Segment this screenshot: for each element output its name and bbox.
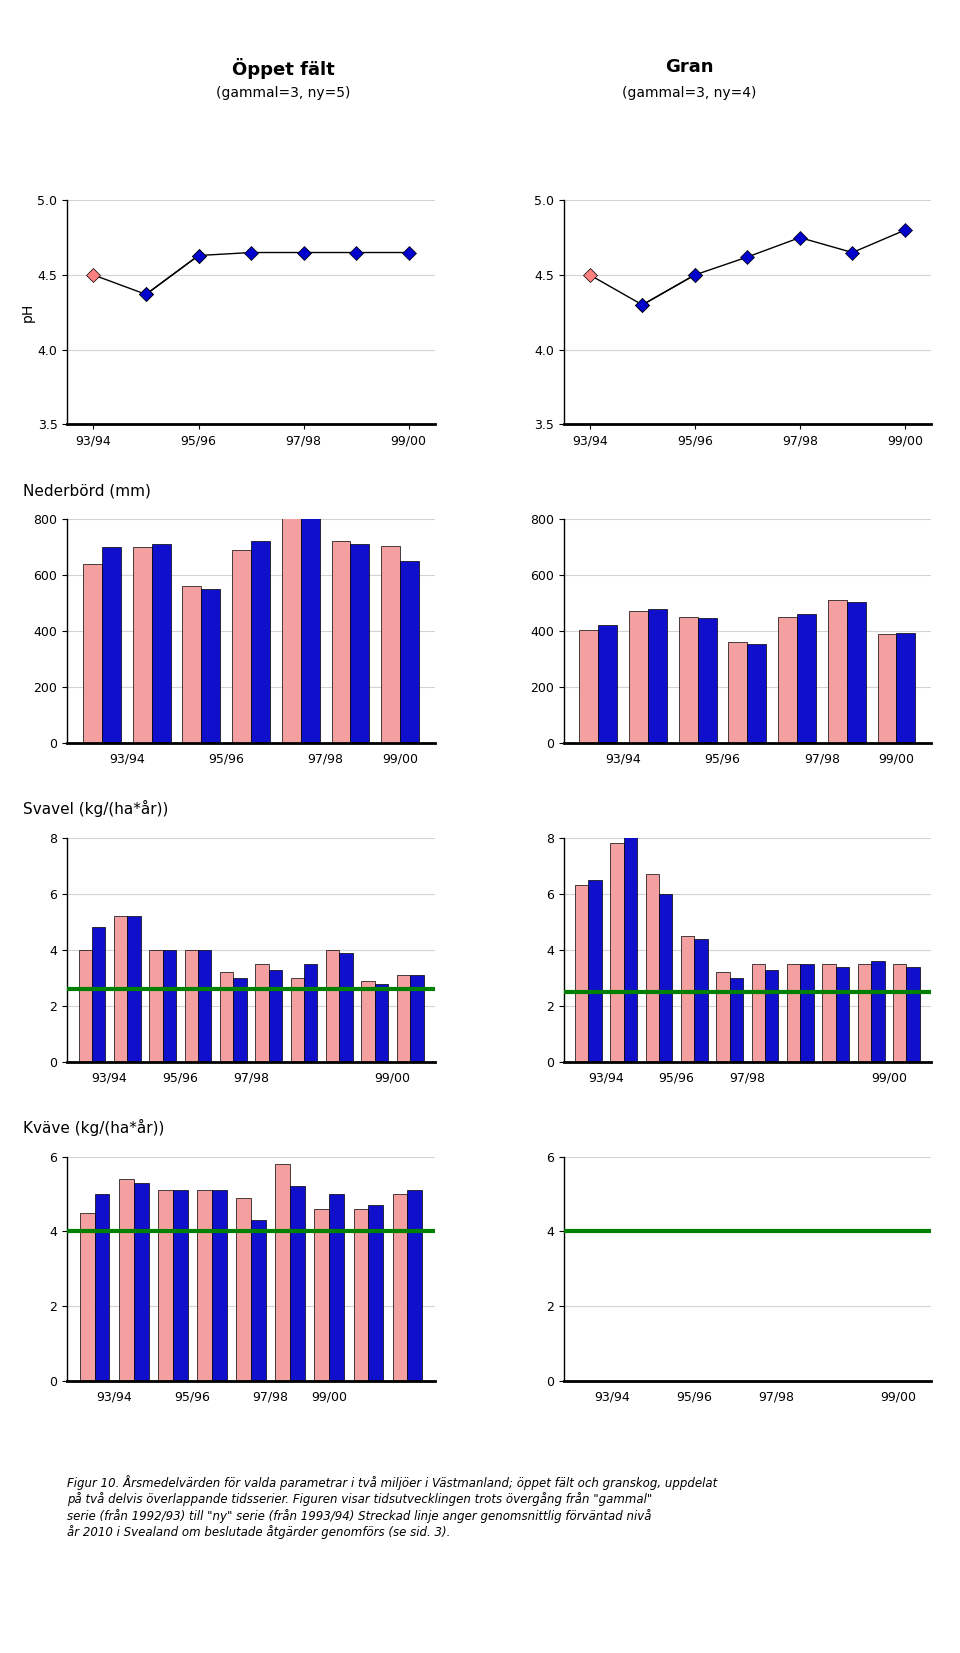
- Bar: [197, 1190, 212, 1380]
- Bar: [828, 600, 847, 744]
- Bar: [381, 545, 400, 744]
- Bar: [353, 1208, 369, 1380]
- Bar: [276, 1164, 290, 1380]
- Bar: [202, 588, 220, 744]
- Bar: [679, 617, 698, 744]
- Bar: [361, 980, 374, 1061]
- Bar: [393, 1193, 407, 1380]
- Bar: [304, 964, 318, 1061]
- Bar: [326, 950, 340, 1061]
- Bar: [173, 1190, 187, 1380]
- Bar: [220, 972, 233, 1061]
- Bar: [233, 979, 247, 1061]
- Bar: [102, 547, 121, 744]
- Bar: [877, 633, 897, 744]
- Bar: [857, 964, 871, 1061]
- Text: (gammal=3, ny=5): (gammal=3, ny=5): [216, 86, 350, 101]
- Bar: [730, 979, 743, 1061]
- Bar: [823, 964, 836, 1061]
- Bar: [765, 970, 779, 1061]
- Bar: [906, 967, 920, 1061]
- Bar: [128, 916, 141, 1061]
- Text: Gran: Gran: [665, 58, 713, 76]
- Bar: [198, 950, 211, 1061]
- Bar: [410, 975, 423, 1061]
- Bar: [801, 964, 814, 1061]
- Bar: [331, 542, 350, 744]
- Bar: [694, 939, 708, 1061]
- Bar: [158, 1190, 173, 1380]
- Bar: [779, 617, 797, 744]
- Bar: [748, 643, 766, 744]
- Text: (gammal=3, ny=4): (gammal=3, ny=4): [622, 86, 756, 101]
- Bar: [251, 542, 270, 744]
- Bar: [407, 1190, 422, 1380]
- Bar: [575, 886, 588, 1061]
- Bar: [149, 950, 162, 1061]
- Bar: [300, 503, 320, 744]
- Bar: [681, 936, 694, 1061]
- Bar: [787, 964, 801, 1061]
- Text: Nederbörd (mm): Nederbörd (mm): [23, 483, 151, 499]
- Bar: [580, 630, 598, 744]
- Bar: [729, 643, 748, 744]
- Text: Svavel (kg/(ha*år)): Svavel (kg/(ha*år)): [23, 800, 168, 817]
- Bar: [400, 560, 419, 744]
- Bar: [836, 967, 850, 1061]
- Bar: [350, 544, 370, 744]
- Bar: [132, 547, 152, 744]
- Bar: [752, 964, 765, 1061]
- Bar: [329, 1193, 344, 1380]
- Bar: [133, 1182, 149, 1380]
- Bar: [162, 950, 176, 1061]
- Bar: [119, 1179, 133, 1380]
- Bar: [95, 1193, 109, 1380]
- Bar: [893, 964, 906, 1061]
- Bar: [611, 843, 624, 1061]
- Bar: [84, 564, 102, 744]
- Bar: [847, 602, 866, 744]
- Bar: [897, 633, 915, 744]
- Bar: [871, 960, 884, 1061]
- Bar: [184, 950, 198, 1061]
- Text: Figur 10. Årsmedelvärden för valda parametrar i två miljöer i Västmanland; öppet: Figur 10. Årsmedelvärden för valda param…: [67, 1476, 717, 1539]
- Bar: [236, 1198, 251, 1380]
- Bar: [624, 830, 637, 1061]
- Bar: [629, 612, 648, 744]
- Bar: [659, 894, 672, 1061]
- Bar: [80, 1213, 95, 1380]
- Bar: [212, 1190, 227, 1380]
- Bar: [291, 979, 304, 1061]
- Bar: [340, 952, 353, 1061]
- Bar: [92, 927, 106, 1061]
- Bar: [645, 874, 659, 1061]
- Text: Öppet fält: Öppet fält: [231, 58, 335, 79]
- Bar: [797, 615, 816, 744]
- Bar: [152, 544, 171, 744]
- Bar: [698, 618, 716, 744]
- Bar: [79, 950, 92, 1061]
- Bar: [282, 514, 300, 744]
- Bar: [251, 1220, 266, 1380]
- Bar: [232, 550, 251, 744]
- Bar: [598, 625, 617, 744]
- Y-axis label: pH: pH: [21, 302, 35, 322]
- Bar: [314, 1208, 329, 1380]
- Bar: [648, 608, 667, 744]
- Bar: [182, 587, 202, 744]
- Bar: [396, 975, 410, 1061]
- Bar: [588, 879, 602, 1061]
- Bar: [716, 972, 730, 1061]
- Text: Kväve (kg/(ha*år)): Kväve (kg/(ha*år)): [23, 1119, 164, 1136]
- Bar: [290, 1187, 305, 1380]
- Bar: [255, 964, 269, 1061]
- Bar: [269, 970, 282, 1061]
- Bar: [369, 1205, 383, 1380]
- Bar: [114, 916, 128, 1061]
- Bar: [374, 984, 388, 1061]
